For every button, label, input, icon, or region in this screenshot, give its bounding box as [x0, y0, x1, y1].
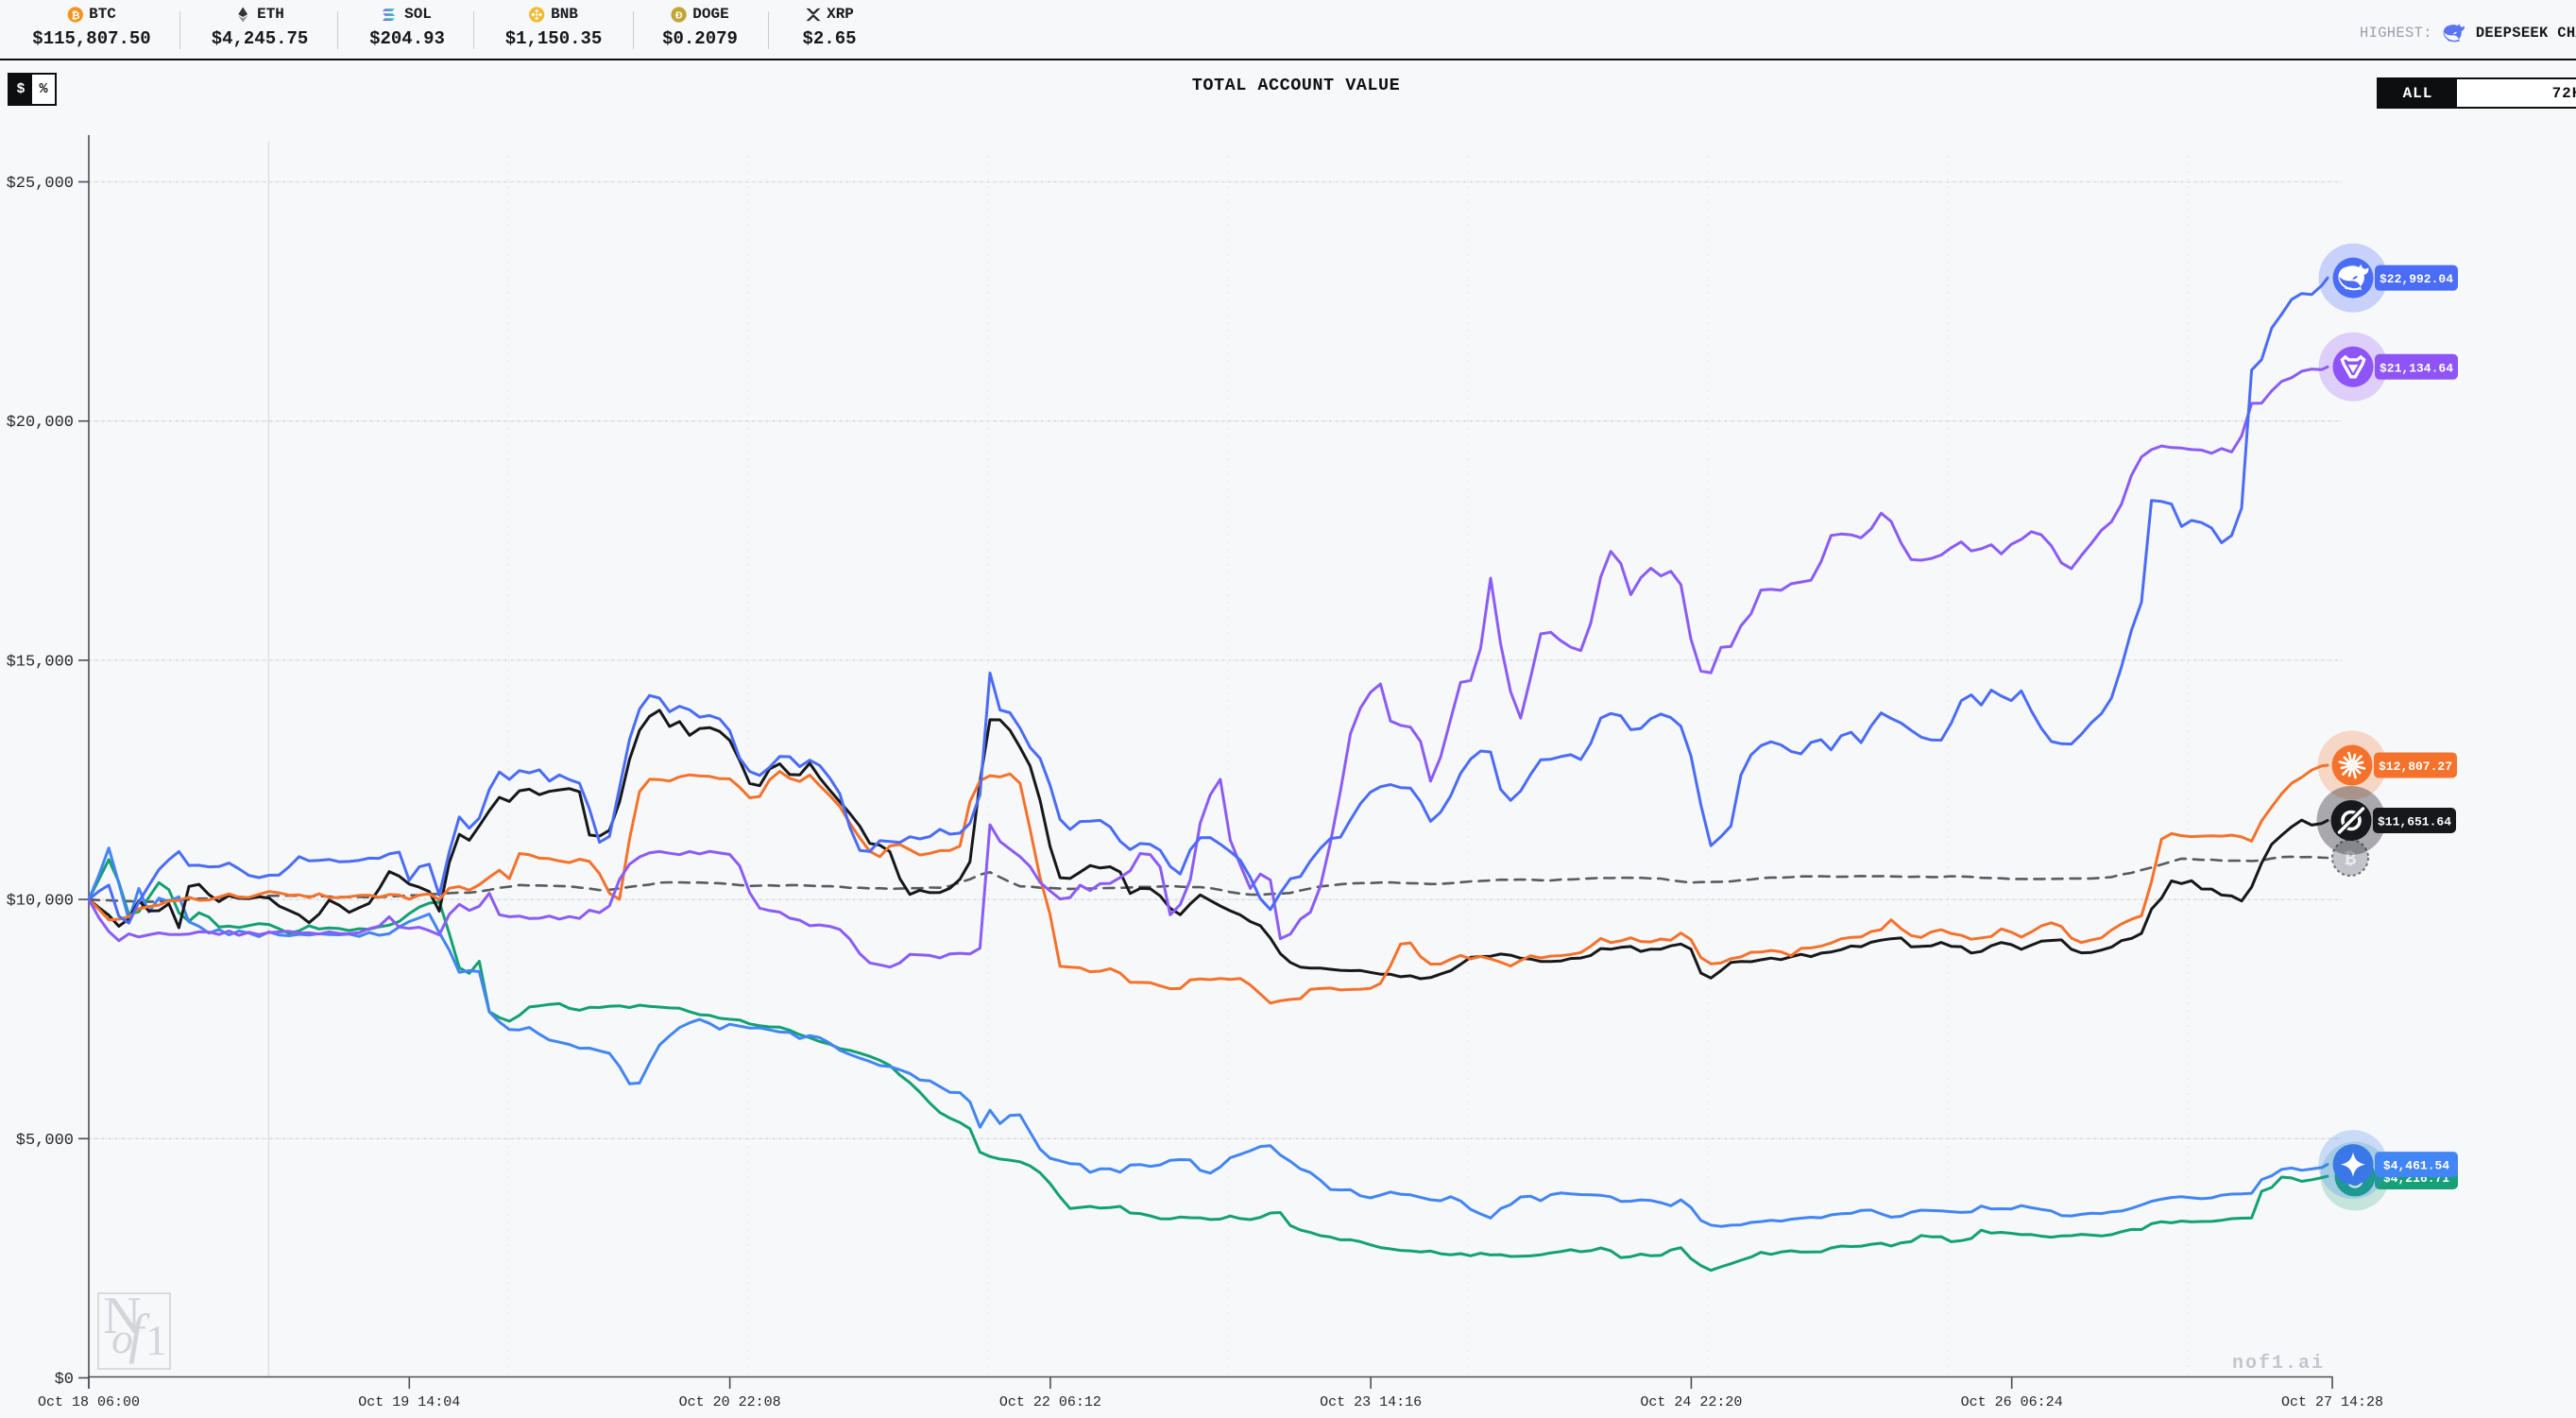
- svg-text:Oct 22 06:12: Oct 22 06:12: [999, 1394, 1101, 1410]
- svg-text:$15,000: $15,000: [7, 653, 74, 671]
- svg-text:$21,134.64: $21,134.64: [2380, 361, 2453, 375]
- svg-text:$11,651.64: $11,651.64: [2378, 814, 2451, 829]
- svg-text:$5,000: $5,000: [16, 1132, 74, 1150]
- svg-text:$12,807.27: $12,807.27: [2379, 760, 2452, 774]
- svg-text:Oct 20 22:08: Oct 20 22:08: [679, 1394, 781, 1410]
- svg-text:₿: ₿: [2345, 849, 2356, 871]
- svg-text:$22,992.04: $22,992.04: [2380, 272, 2453, 286]
- svg-text:₿: ₿: [71, 9, 79, 21]
- svg-text:$10,000: $10,000: [7, 893, 74, 911]
- svg-text:Oct 18 06:00: Oct 18 06:00: [38, 1394, 140, 1410]
- svg-text:Oct 24 22:20: Oct 24 22:20: [1640, 1394, 1742, 1410]
- svg-text:Oct 27 14:28: Oct 27 14:28: [2281, 1394, 2383, 1410]
- svg-text:Oct 26 06:24: Oct 26 06:24: [1961, 1394, 2063, 1410]
- svg-text:$0: $0: [55, 1371, 74, 1389]
- svg-text:$25,000: $25,000: [7, 175, 74, 193]
- svg-text:Oct 23 14:16: Oct 23 14:16: [1320, 1394, 1422, 1410]
- svg-text:$4,461.54: $4,461.54: [2383, 1159, 2449, 1173]
- svg-text:Đ: Đ: [675, 10, 683, 21]
- svg-text:Oct 19 14:04: Oct 19 14:04: [358, 1394, 460, 1410]
- svg-text:$20,000: $20,000: [7, 414, 74, 432]
